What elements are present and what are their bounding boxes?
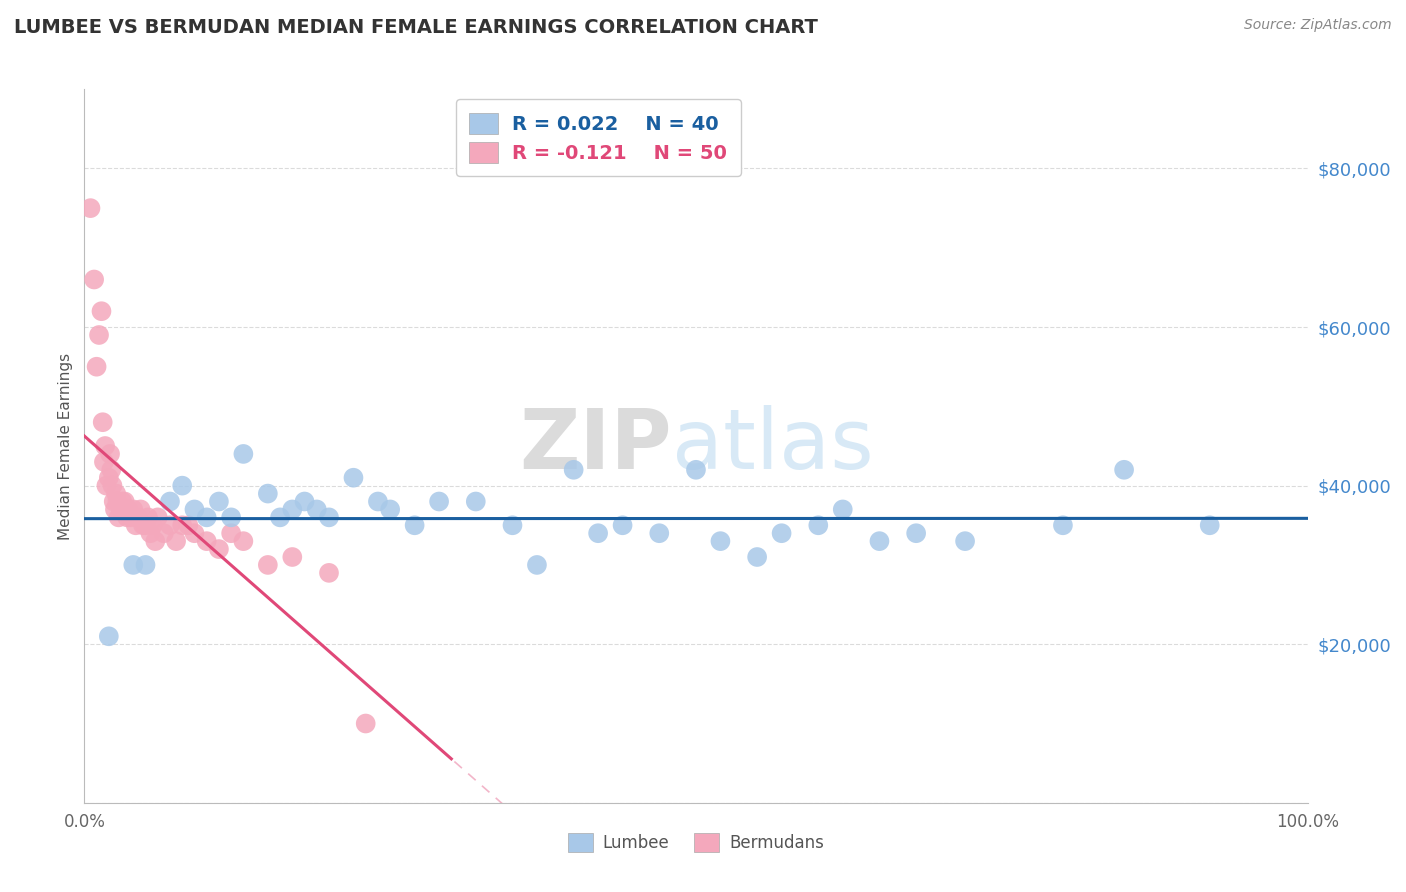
Point bbox=[208, 542, 231, 557]
Point bbox=[195, 534, 218, 549]
Point bbox=[127, 510, 149, 524]
Point bbox=[87, 328, 110, 343]
Point bbox=[83, 272, 105, 286]
Point bbox=[502, 518, 524, 533]
Point bbox=[120, 510, 142, 524]
Point bbox=[135, 558, 157, 572]
Point bbox=[1114, 463, 1136, 477]
Point bbox=[257, 558, 280, 572]
Point bbox=[208, 494, 231, 508]
Point bbox=[110, 502, 132, 516]
Text: LUMBEE VS BERMUDAN MEDIAN FEMALE EARNINGS CORRELATION CHART: LUMBEE VS BERMUDAN MEDIAN FEMALE EARNING… bbox=[14, 18, 818, 37]
Point bbox=[318, 510, 340, 524]
Text: atlas: atlas bbox=[672, 406, 873, 486]
Point bbox=[172, 478, 194, 492]
Legend: Lumbee, Bermudans: Lumbee, Bermudans bbox=[561, 827, 831, 859]
Y-axis label: Median Female Earnings: Median Female Earnings bbox=[58, 352, 73, 540]
Point bbox=[143, 534, 166, 549]
Point bbox=[97, 629, 120, 643]
Point bbox=[115, 510, 138, 524]
Point bbox=[114, 494, 136, 508]
Point bbox=[105, 486, 128, 500]
Point bbox=[526, 558, 548, 572]
Point bbox=[107, 510, 129, 524]
Point bbox=[232, 447, 254, 461]
Point bbox=[281, 549, 304, 564]
Point bbox=[807, 518, 830, 533]
Point bbox=[165, 534, 187, 549]
Point bbox=[219, 510, 242, 524]
Point bbox=[1052, 518, 1074, 533]
Point bbox=[172, 518, 194, 533]
Point bbox=[464, 494, 486, 508]
Point bbox=[79, 201, 101, 215]
Point bbox=[905, 526, 928, 541]
Point bbox=[125, 518, 148, 533]
Text: Source: ZipAtlas.com: Source: ZipAtlas.com bbox=[1244, 18, 1392, 32]
Point bbox=[685, 463, 707, 477]
Point bbox=[159, 494, 181, 508]
Point bbox=[111, 494, 134, 508]
Point bbox=[101, 478, 124, 492]
Point bbox=[354, 716, 377, 731]
Point bbox=[586, 526, 609, 541]
Point bbox=[770, 526, 793, 541]
Point bbox=[93, 455, 115, 469]
Point bbox=[318, 566, 340, 580]
Point bbox=[177, 518, 200, 533]
Point bbox=[257, 486, 280, 500]
Point bbox=[869, 534, 891, 549]
Point bbox=[195, 510, 218, 524]
Point bbox=[153, 526, 176, 541]
Point bbox=[219, 526, 242, 541]
Point bbox=[94, 439, 117, 453]
Point bbox=[132, 518, 155, 533]
Point bbox=[281, 502, 304, 516]
Point bbox=[427, 494, 450, 508]
Point bbox=[97, 471, 120, 485]
Point bbox=[91, 415, 114, 429]
Point bbox=[159, 518, 181, 533]
Point bbox=[380, 502, 402, 516]
Point bbox=[183, 502, 205, 516]
Point bbox=[122, 502, 145, 516]
Point bbox=[129, 502, 152, 516]
Point bbox=[139, 526, 162, 541]
Point bbox=[122, 558, 145, 572]
Point bbox=[100, 463, 122, 477]
Point bbox=[404, 518, 426, 533]
Point bbox=[104, 502, 127, 516]
Point bbox=[142, 518, 165, 533]
Point bbox=[305, 502, 328, 516]
Point bbox=[648, 526, 671, 541]
Point bbox=[86, 359, 108, 374]
Point bbox=[367, 494, 389, 508]
Point bbox=[562, 463, 585, 477]
Point bbox=[135, 518, 157, 533]
Point bbox=[1198, 518, 1220, 533]
Text: ZIP: ZIP bbox=[519, 406, 672, 486]
Point bbox=[269, 510, 291, 524]
Point bbox=[342, 471, 364, 485]
Point bbox=[747, 549, 769, 564]
Point bbox=[146, 510, 169, 524]
Point bbox=[953, 534, 976, 549]
Point bbox=[709, 534, 731, 549]
Point bbox=[112, 502, 135, 516]
Point bbox=[294, 494, 316, 508]
Point bbox=[612, 518, 634, 533]
Point bbox=[105, 494, 128, 508]
Point bbox=[90, 304, 112, 318]
Point bbox=[232, 534, 254, 549]
Point bbox=[831, 502, 853, 516]
Point bbox=[183, 526, 205, 541]
Point bbox=[103, 494, 125, 508]
Point bbox=[96, 478, 118, 492]
Point bbox=[117, 502, 139, 516]
Point bbox=[136, 510, 159, 524]
Point bbox=[98, 447, 121, 461]
